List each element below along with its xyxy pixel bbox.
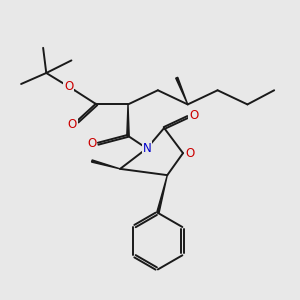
Text: O: O bbox=[68, 118, 77, 131]
Text: N: N bbox=[142, 142, 151, 155]
Polygon shape bbox=[176, 77, 188, 104]
Polygon shape bbox=[92, 160, 120, 169]
Text: O: O bbox=[87, 137, 97, 150]
Polygon shape bbox=[127, 104, 129, 136]
Polygon shape bbox=[157, 175, 167, 213]
Text: O: O bbox=[185, 147, 194, 160]
Text: O: O bbox=[64, 80, 74, 93]
Text: O: O bbox=[189, 109, 199, 122]
